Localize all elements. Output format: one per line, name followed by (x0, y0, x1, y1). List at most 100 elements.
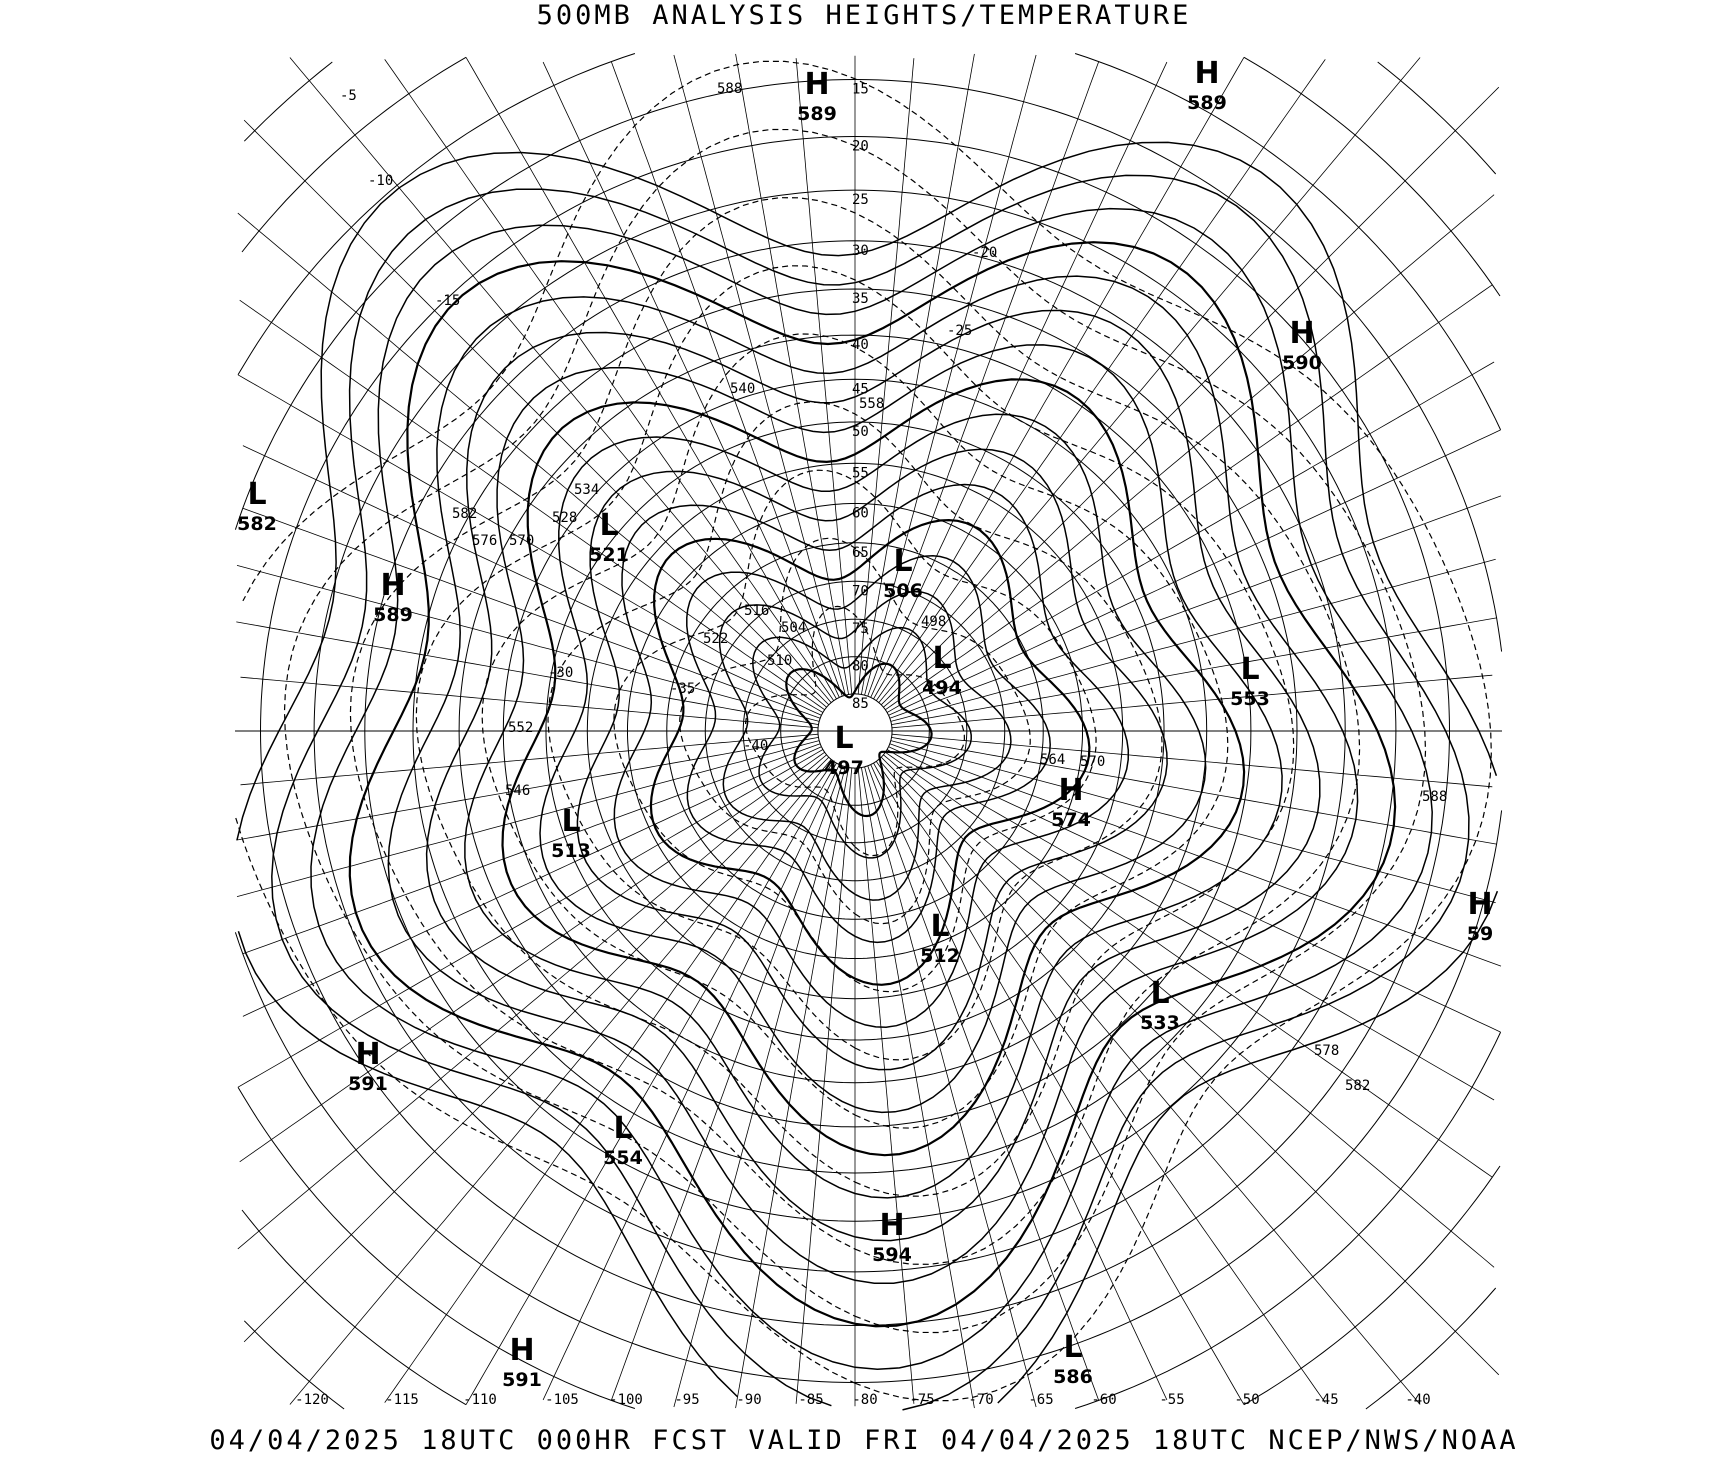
temperature-contour (744, 605, 966, 857)
meridian-line (242, 746, 822, 1017)
meridian-line (735, 767, 849, 1409)
temperature-contour (481, 333, 1229, 1129)
height-contour (752, 626, 972, 859)
height-contour-label: 540 (730, 381, 755, 397)
height-contour (686, 555, 1051, 944)
high-pressure-marker: H (1467, 887, 1492, 922)
high-pressure-marker: H (879, 1208, 904, 1243)
temperature-contour-label: -25 (947, 323, 972, 339)
temperature-contour-label: -10 (368, 173, 393, 189)
height-contours (236, 141, 1499, 1411)
longitude-label: -85 (798, 1392, 823, 1408)
height-contour-label: 570 (1080, 754, 1105, 770)
longitude-label: -80 (852, 1392, 877, 1408)
center-height-value: 582 (237, 513, 277, 535)
latitude-label: 25 (852, 192, 869, 208)
height-contour-label: 498 (921, 614, 946, 630)
meridian-line (883, 754, 1495, 1268)
meridian-line (880, 86, 1500, 706)
temperature-contour-label: -15 (435, 293, 460, 309)
high-pressure-marker: H (1194, 56, 1219, 91)
meridian-line (891, 737, 1497, 845)
meridian-line (289, 57, 832, 703)
height-contour (539, 413, 1207, 1114)
latitude-label: 45 (852, 381, 869, 397)
meridian-line (885, 751, 1493, 1178)
meridian-line (891, 733, 1493, 788)
center-height-value: 513 (551, 840, 591, 862)
height-contour-label: 564 (1040, 752, 1065, 768)
low-pressure-marker: L (1063, 1330, 1082, 1365)
low-pressure-marker: L (1150, 976, 1169, 1011)
meridian-line (861, 767, 975, 1409)
meridian-line (880, 756, 1500, 1376)
height-contour-label: 578 (1314, 1043, 1339, 1059)
height-contour-label: 516 (744, 603, 769, 619)
height-contour (785, 662, 933, 818)
height-contour-label: 588 (1422, 789, 1447, 805)
latitude-label: 20 (852, 139, 869, 155)
center-height-value: 589 (797, 103, 837, 125)
height-contour-label: 522 (703, 631, 728, 647)
meridian-line (875, 59, 1326, 701)
meridian-line (889, 743, 1502, 967)
meridian-line (236, 565, 820, 722)
temperature-contour-label: -5 (340, 88, 357, 104)
meridian-line (240, 733, 819, 786)
meridian-line (673, 766, 846, 1408)
height-contour-label: 582 (1345, 1078, 1370, 1094)
height-contour (236, 141, 1499, 1404)
height-contour (310, 207, 1433, 1371)
meridian-line (883, 194, 1495, 708)
temperature-contour-label: -30 (548, 665, 573, 681)
meridian-line (888, 429, 1501, 716)
meridian-line (878, 759, 1421, 1405)
meridian-line (861, 53, 975, 695)
longitude-label: -120 (295, 1392, 329, 1408)
latitude-label: 80 (852, 659, 869, 675)
height-contour-label: 546 (505, 783, 530, 799)
meridian-line (864, 54, 1037, 696)
latitude-label: 55 (852, 465, 869, 481)
low-pressure-marker: L (893, 544, 912, 579)
center-height-value: 521 (589, 544, 629, 566)
center-height-value: 554 (603, 1147, 643, 1169)
center-height-value: 497 (824, 757, 864, 779)
meridian-line (610, 61, 843, 697)
center-height-value: 589 (1187, 92, 1227, 114)
latitude-circle (241, 56, 1501, 1406)
center-height-value: 512 (920, 945, 960, 967)
meridian-line (610, 765, 843, 1401)
temperature-contour (415, 265, 1295, 1197)
height-contour (348, 241, 1397, 1328)
temperature-contour (613, 469, 1097, 993)
longitude-label: -50 (1234, 1392, 1259, 1408)
temperature-contour-label: -20 (972, 245, 997, 261)
height-contour-label: 576 (472, 533, 497, 549)
longitude-label: -55 (1159, 1392, 1184, 1408)
meridian-line (465, 57, 837, 700)
latitude-label: 50 (852, 424, 869, 440)
meridian-line (384, 761, 835, 1403)
meridian-line (867, 765, 1100, 1401)
meridian-line (236, 740, 820, 897)
temperature-contour-label: -35 (670, 681, 695, 697)
meridian-line (289, 759, 832, 1405)
meridian-line (237, 749, 824, 1088)
meridian-line (242, 507, 821, 719)
height-contour (387, 275, 1359, 1285)
longitude-label: -110 (463, 1392, 497, 1408)
height-contour (425, 309, 1321, 1242)
height-contour (718, 590, 1012, 901)
temperature-contour (679, 537, 1031, 925)
latitude-circle (243, 61, 1497, 1410)
longitude-label: -105 (545, 1392, 579, 1408)
height-contour (501, 378, 1246, 1157)
longitude-label: -65 (1028, 1392, 1053, 1408)
high-pressure-marker: H (804, 67, 829, 102)
meridian-line (239, 299, 825, 711)
meridian-line (875, 761, 1326, 1403)
valid-time-footer: 04/04/2025 18UTC 000HR FCST VALID FRI 04… (209, 1425, 1519, 1456)
chart-title: 500MB ANALYSIS HEIGHTS/TEMPERATURE (536, 0, 1192, 31)
